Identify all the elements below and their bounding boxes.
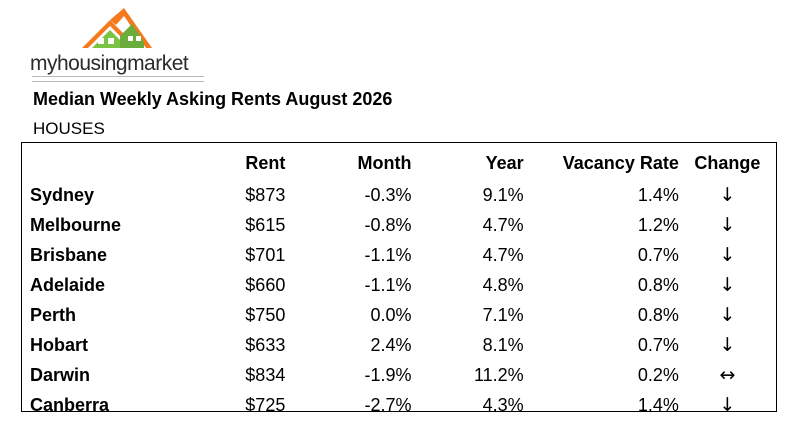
left-right-arrow-icon: ↔: [719, 364, 736, 386]
down-arrow-icon: ↓: [719, 304, 736, 326]
brand-logo: myhousingmarket: [30, 8, 220, 82]
table-row: Perth $750 0.0% 7.1% 0.8% ↓: [22, 300, 776, 330]
year-change: 4.7%: [482, 214, 524, 235]
rent-value: $834: [245, 364, 286, 385]
year-change: 7.1%: [482, 304, 524, 325]
month-change: -1.9%: [364, 364, 412, 385]
year-change: 4.8%: [482, 274, 524, 295]
month-change: -0.8%: [364, 214, 412, 235]
month-change: -0.3%: [364, 184, 412, 205]
table-row: Brisbane $701 -1.1% 4.7% 0.7% ↓: [22, 240, 776, 270]
vacancy-rate: 0.7%: [637, 334, 679, 355]
vacancy-rate: 0.2%: [637, 364, 679, 385]
month-change: -1.1%: [364, 274, 412, 295]
vacancy-rate: 0.7%: [637, 244, 679, 265]
city-name: Adelaide: [30, 274, 106, 295]
year-change: 4.7%: [482, 244, 524, 265]
city-name: Canberra: [30, 394, 110, 415]
table-row: Canberra $725 -2.7% 4.3% 1.4% ↓: [22, 390, 776, 420]
down-arrow-icon: ↓: [719, 244, 736, 266]
table-header-row: Rent Month Year Vacancy Rate Change: [22, 143, 776, 180]
table-row: Darwin $834 -1.9% 11.2% 0.2% ↔: [22, 360, 776, 390]
vacancy-rate: 1.4%: [637, 184, 679, 205]
rent-table-container: Rent Month Year Vacancy Rate Change Sydn…: [21, 142, 777, 416]
header-rent: Rent: [245, 153, 286, 173]
month-change: 2.4%: [370, 334, 412, 355]
city-name: Hobart: [30, 334, 88, 355]
page-title: Median Weekly Asking Rents August 2026: [33, 89, 393, 109]
rent-value: $873: [245, 184, 286, 205]
rent-value: $725: [245, 394, 286, 415]
vacancy-rate: 1.4%: [637, 394, 679, 415]
table-row: Hobart $633 2.4% 8.1% 0.7% ↓: [22, 330, 776, 360]
month-change: -2.7%: [364, 394, 412, 415]
down-arrow-icon: ↓: [719, 394, 736, 416]
header-year: Year: [485, 153, 524, 173]
year-change: 11.2%: [473, 364, 524, 385]
rent-value: $633: [245, 334, 286, 355]
table-row: Melbourne $615 -0.8% 4.7% 1.2% ↓: [22, 210, 776, 240]
header-vacancy-rate: Vacancy Rate: [562, 153, 679, 173]
header-city: [22, 143, 190, 180]
rent-table: Rent Month Year Vacancy Rate Change Sydn…: [22, 143, 776, 420]
table-row: Adelaide $660 -1.1% 4.8% 0.8% ↓: [22, 270, 776, 300]
vacancy-rate: 0.8%: [637, 274, 679, 295]
city-name: Melbourne: [30, 214, 122, 235]
down-arrow-icon: ↓: [719, 214, 736, 236]
table-row: Sydney $873 -0.3% 9.1% 1.4% ↓: [22, 180, 776, 210]
rent-value: $701: [245, 244, 286, 265]
rent-value: $750: [245, 304, 286, 325]
down-arrow-icon: ↓: [719, 184, 736, 206]
header-month: Month: [357, 153, 412, 173]
year-change: 8.1%: [482, 334, 524, 355]
year-change: 4.3%: [482, 394, 524, 415]
down-arrow-icon: ↓: [719, 334, 736, 356]
rent-value: $660: [245, 274, 286, 295]
month-change: -1.1%: [364, 244, 412, 265]
brand-tagline-rule: [32, 76, 204, 82]
month-change: 0.0%: [370, 304, 412, 325]
vacancy-rate: 1.2%: [637, 214, 679, 235]
city-name: Brisbane: [30, 244, 108, 265]
house-logo-icon: [82, 8, 152, 48]
city-name: Sydney: [30, 184, 95, 205]
year-change: 9.1%: [482, 184, 524, 205]
city-name: Perth: [30, 304, 77, 325]
rent-value: $615: [245, 214, 286, 235]
vacancy-rate: 0.8%: [637, 304, 679, 325]
page-subtitle: HOUSES: [33, 119, 105, 138]
header-change: Change: [694, 153, 761, 173]
down-arrow-icon: ↓: [719, 274, 736, 296]
brand-wordmark: myhousingmarket: [30, 52, 189, 75]
city-name: Darwin: [30, 364, 91, 385]
